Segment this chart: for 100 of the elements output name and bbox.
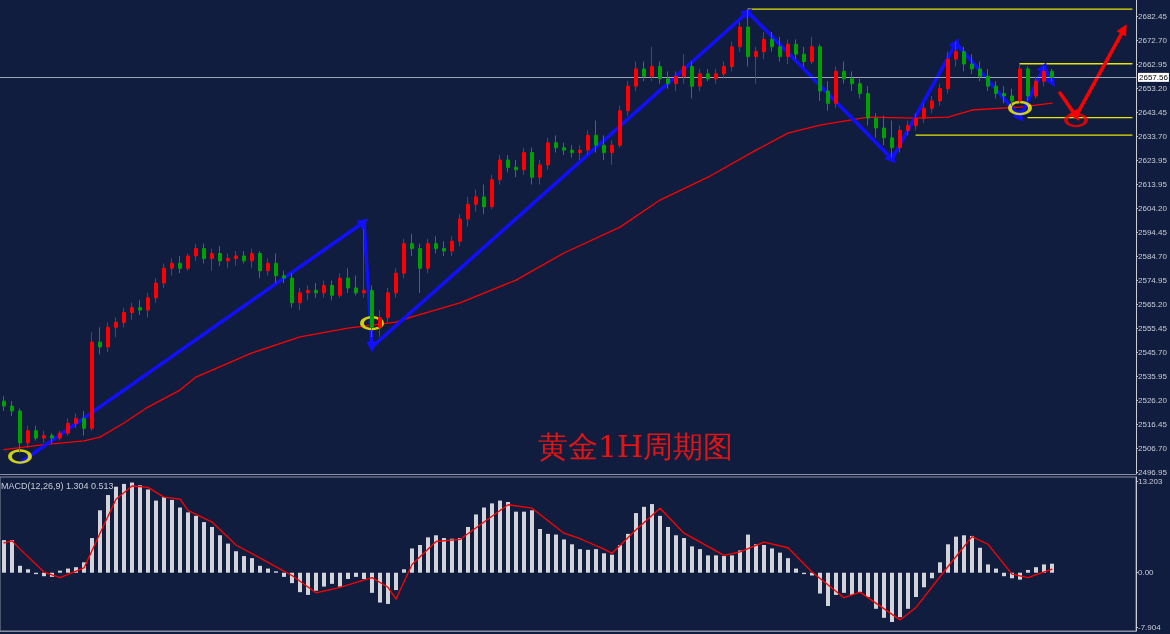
candlestick [866, 85, 870, 127]
bar [378, 572, 382, 603]
bar [866, 572, 870, 598]
bar [770, 548, 774, 573]
bar [850, 572, 854, 595]
candlestick [1002, 85, 1006, 104]
bar [794, 568, 798, 573]
candlestick [738, 21, 742, 53]
candlestick [186, 252, 190, 272]
bar [562, 539, 566, 573]
bar [226, 543, 230, 573]
bar [458, 538, 462, 573]
bar [474, 514, 478, 573]
candlestick [346, 267, 350, 294]
bar [1034, 567, 1038, 573]
candlestick [1026, 65, 1030, 102]
y-tick-label: -7.904 [1138, 623, 1162, 633]
candlestick [18, 408, 22, 454]
y-tick-label: 2535.95 [1138, 372, 1168, 382]
candlestick [522, 147, 526, 176]
bar [586, 549, 590, 573]
candlestick [674, 70, 678, 92]
candlestick [442, 240, 446, 257]
bar [410, 548, 414, 573]
bar [162, 497, 166, 573]
candlestick [810, 36, 814, 65]
bar [594, 549, 598, 573]
chart-title: MACD(12,26,9) 1.304 0.513 [1, 480, 114, 491]
candlestick [34, 425, 38, 442]
candlestick [914, 112, 918, 131]
bar [818, 572, 822, 594]
bar [402, 569, 406, 573]
bar [482, 507, 486, 573]
candlestick [602, 134, 606, 161]
candlestick [354, 275, 358, 296]
bar [282, 572, 286, 577]
candlestick [498, 154, 502, 186]
candlestick [562, 142, 566, 156]
bar [690, 546, 694, 573]
candlestick [706, 68, 710, 82]
bar [994, 568, 998, 573]
candlestick [42, 430, 46, 444]
candlestick [626, 80, 630, 117]
bar [810, 572, 814, 576]
y-tick-label: 2623.95 [1138, 155, 1168, 165]
candlestick [426, 238, 430, 274]
bar [778, 552, 782, 573]
y-tick-label: 2516.45 [1138, 420, 1168, 430]
bar [858, 572, 862, 593]
candlestick [546, 137, 550, 171]
candlestick [482, 184, 486, 215]
bar [762, 544, 766, 573]
candlestick [50, 432, 54, 444]
bar [98, 510, 102, 573]
candlestick [906, 120, 910, 136]
candlestick [2, 395, 6, 412]
bar [490, 503, 494, 573]
bar [666, 526, 670, 573]
y-tick-label: 2672.70 [1138, 35, 1168, 45]
candlestick [474, 189, 478, 213]
candlestick [858, 78, 862, 99]
candlestick [842, 61, 846, 85]
candlestick [938, 83, 942, 107]
bar [554, 534, 558, 573]
candlestick [458, 213, 462, 247]
bar [962, 535, 966, 573]
candlestick [250, 248, 254, 269]
bar [242, 556, 246, 573]
bar [522, 511, 526, 573]
candlestick [554, 134, 558, 154]
bar [234, 551, 238, 573]
candlestick [850, 70, 854, 92]
bar [498, 500, 502, 573]
candlestick [730, 41, 734, 72]
candlestick [666, 70, 670, 90]
candlestick [994, 80, 998, 99]
bar [786, 558, 790, 573]
y-tick-label: 2643.45 [1138, 107, 1168, 117]
bar [66, 568, 70, 573]
candlestick [298, 287, 302, 311]
candlestick [530, 147, 534, 186]
bar [338, 572, 342, 587]
y-tick-label: 2662.95 [1138, 59, 1168, 69]
y-tick-label: 13.203 [1138, 476, 1164, 486]
candlestick [306, 284, 310, 301]
bar [426, 537, 430, 573]
bar [330, 572, 334, 584]
candlestick [746, 9, 750, 67]
candlestick [898, 125, 902, 154]
candlestick [74, 412, 78, 429]
bar [618, 544, 622, 573]
candlestick [10, 400, 14, 417]
bar [890, 572, 894, 622]
bar [106, 495, 110, 573]
candlestick [82, 410, 86, 437]
candlestick [226, 252, 230, 269]
candlestick [274, 252, 278, 284]
candlestick [970, 53, 974, 75]
bar [434, 535, 438, 573]
bar [698, 549, 702, 573]
